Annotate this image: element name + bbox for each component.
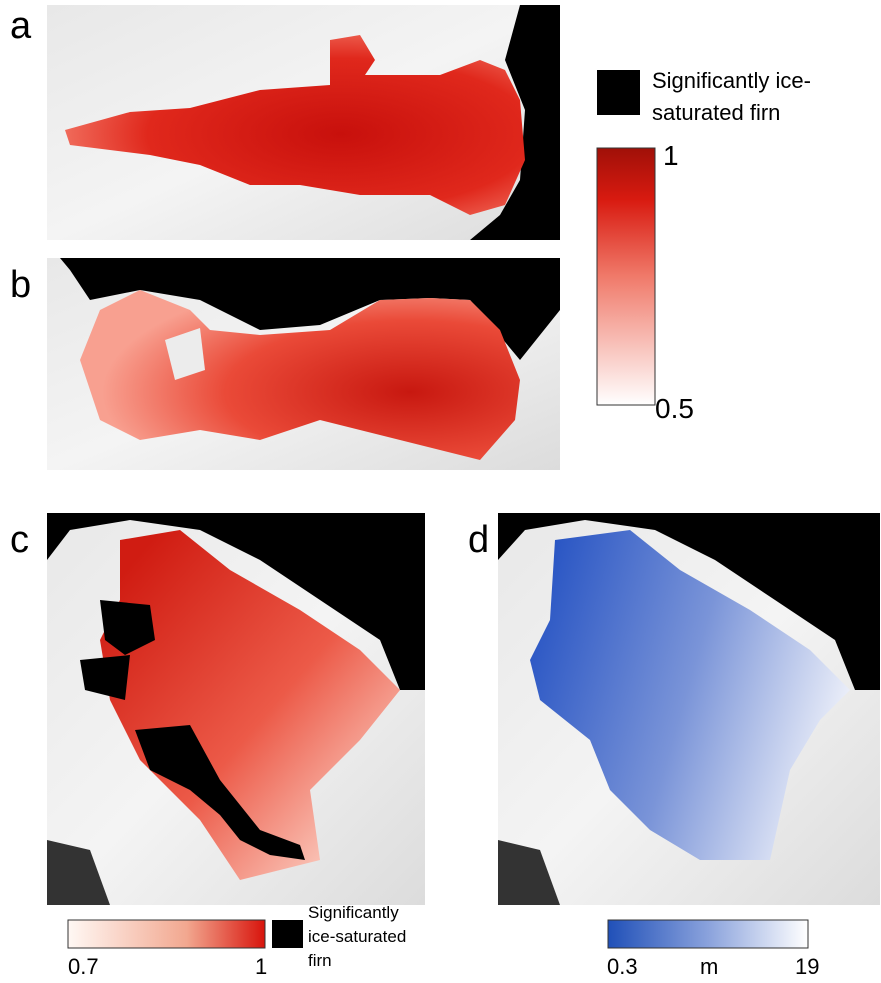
legend-d: 0.3 m 19 (607, 919, 819, 979)
colorbar-label: 0.5 (655, 393, 694, 424)
panel-label: d (468, 519, 489, 561)
colorbar (67, 919, 266, 949)
legend-top: Significantly ice- saturated firn 1 0.5 (596, 68, 811, 424)
panel-label: a (10, 5, 32, 47)
colorbar-label: 0.3 (607, 954, 638, 978)
map-a (47, 5, 560, 240)
colorbar-unit: m (700, 954, 718, 978)
panel-label: b (10, 264, 31, 306)
colorbar (596, 147, 656, 406)
colorbar-label: 1 (663, 140, 679, 171)
ice-swatch (272, 920, 303, 948)
colorbar-label: 1 (255, 954, 267, 978)
map-b (47, 258, 560, 470)
legend-text: saturated firn (652, 100, 780, 125)
colorbar-label: 0.7 (68, 954, 99, 978)
legend-text: firn (308, 951, 332, 970)
map-d (498, 513, 880, 905)
map-c (47, 513, 425, 905)
panel-label: c (10, 519, 29, 561)
legend-text: ice-saturated (308, 927, 406, 946)
ice-swatch (597, 70, 640, 115)
colorbar (607, 919, 809, 949)
legend-text: Significantly (308, 903, 399, 922)
legend-c: Significantly ice-saturated firn 0.7 1 (67, 903, 406, 979)
colorbar-label: 19 (795, 954, 819, 978)
legend-text: Significantly ice- (652, 68, 811, 93)
